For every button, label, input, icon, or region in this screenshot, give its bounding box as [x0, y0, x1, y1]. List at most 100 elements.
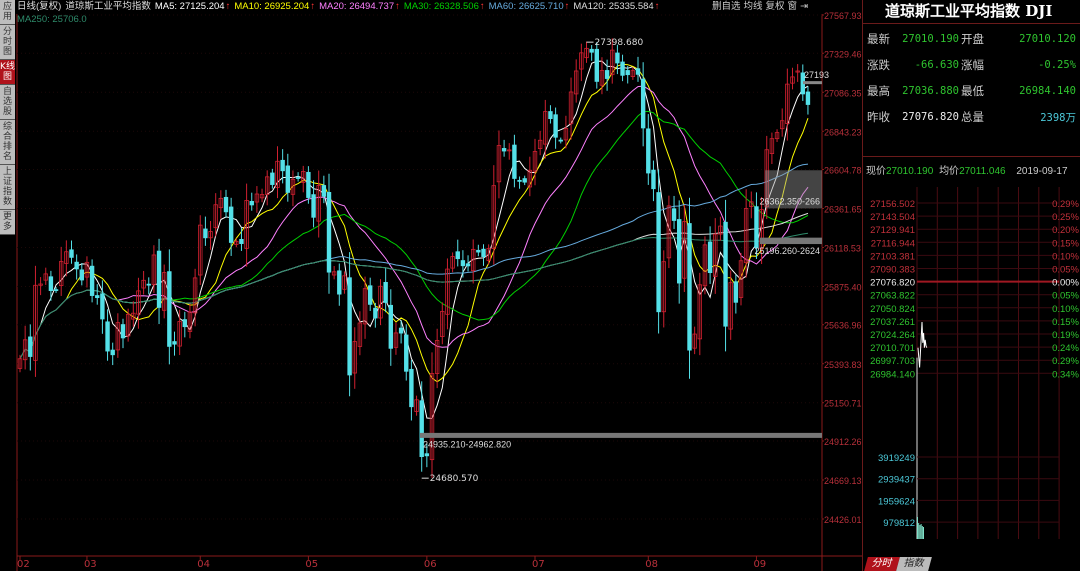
intraday-pct-label: 0.00% — [1052, 278, 1079, 289]
candle-down — [589, 48, 594, 53]
volume-bar — [920, 524, 922, 539]
candle-down — [604, 70, 610, 79]
candle-up — [125, 313, 131, 337]
candle-down — [615, 52, 620, 64]
sidebar-item-5[interactable]: 上证指数 — [0, 165, 15, 210]
candle-down — [398, 327, 404, 334]
candle-down — [635, 68, 641, 75]
candle-up — [630, 70, 636, 77]
candle-up — [774, 132, 780, 140]
candle-up — [115, 322, 121, 351]
candle-down — [805, 91, 811, 105]
sidebar: 应用 分时图 K线图 自选股 综合排名 上证指数 更多 — [0, 0, 16, 310]
quote-table: 最新 27010.190 开盘 27010.120 涨跌 -66.630 涨幅 -0.25% 最… — [863, 24, 1080, 157]
candle-up — [43, 273, 48, 281]
tool-button-3[interactable]: 窗 — [787, 1, 798, 12]
candle-down — [249, 200, 254, 206]
gap-label: 24935.210-24962.820 — [423, 439, 511, 449]
sidebar-item-1[interactable]: 分时图 — [0, 25, 15, 60]
x-tick-label: 02 — [17, 559, 30, 570]
tool-button-4[interactable]: ⇥ — [800, 1, 809, 12]
sidebar-item-4[interactable]: 综合排名 — [0, 120, 15, 165]
candle-down — [501, 148, 507, 152]
date: 2019-09-17 — [1016, 166, 1068, 177]
candle-up — [563, 128, 569, 141]
candle-up — [780, 120, 785, 130]
tool-button-2[interactable]: 复权 — [765, 1, 785, 12]
intraday-price-label: 27024.264 — [870, 330, 915, 341]
quote-label: 昨收 — [867, 110, 890, 124]
candle-down — [625, 70, 630, 76]
candle-up — [259, 194, 265, 199]
y-tick-label: 24426.01 — [824, 515, 862, 525]
y-tick-label: 27329.46 — [824, 49, 862, 59]
kline-chart[interactable]: 27567.93 27329.46 27086.35 26843.23 26604.78… — [0, 0, 862, 571]
candle-up — [429, 373, 435, 461]
candle-up — [275, 160, 280, 188]
candle-up — [579, 52, 584, 70]
quote-value: 27076.820 — [902, 111, 959, 123]
sidebar-item-6[interactable]: 更多 — [0, 210, 15, 235]
candle-down — [677, 219, 682, 284]
intraday-pct-label: 0.10% — [1052, 304, 1079, 315]
candle-down — [28, 336, 33, 357]
candle-up — [764, 149, 769, 208]
candle-down — [337, 270, 342, 295]
gap-zone — [420, 432, 822, 438]
intraday-pct-label: 0.34% — [1052, 369, 1079, 380]
sidebar-item-2[interactable]: K线图 — [0, 60, 15, 85]
candle-down — [548, 111, 553, 120]
candle-down — [321, 185, 327, 197]
intraday-price-label: 27116.944 — [871, 238, 915, 249]
sidebar-item-0[interactable]: 应用 — [0, 0, 15, 25]
quote-value: -0.25% — [1038, 59, 1076, 71]
volume-label: 979812 — [883, 518, 915, 529]
candle-down — [476, 249, 481, 253]
tab-intraday[interactable]: 分时 — [864, 557, 900, 571]
candle-down — [110, 349, 115, 356]
candle-up — [131, 312, 136, 320]
quote-label: 涨幅 — [961, 58, 984, 72]
candle-up — [584, 47, 589, 59]
sidebar-item-3[interactable]: 自选股 — [0, 85, 15, 120]
candle-down — [347, 277, 352, 376]
y-tick-label: 27086.35 — [824, 88, 862, 98]
tab-index[interactable]: 指数 — [896, 557, 932, 571]
candle-up — [161, 272, 167, 311]
intraday-chart[interactable]: 27156.502 0.29% 27143.504 0.25% 27129.941 0.2… — [863, 187, 1080, 547]
quote-label: 最低 — [961, 84, 984, 98]
candle-down — [522, 178, 527, 183]
candle-up — [749, 201, 754, 207]
candle-up — [769, 138, 775, 154]
ma-label-120: MA120: 25335.584 — [573, 1, 654, 12]
candle-down — [285, 165, 290, 193]
candle-up — [244, 200, 249, 249]
candle-up — [491, 185, 496, 249]
x-tick-label: 05 — [305, 559, 318, 570]
gap-label: 26362.350-266 — [759, 196, 820, 206]
candle-down — [223, 196, 229, 213]
intraday-pct-label: 0.05% — [1052, 265, 1079, 276]
low-annotation: 24680.570 — [430, 474, 479, 484]
quote-label: 最新 — [867, 32, 890, 46]
candle-up — [713, 233, 718, 277]
candle-down — [651, 169, 656, 190]
tool-button-1[interactable]: 均线 — [743, 1, 763, 12]
tool-button-0[interactable]: 删自选 — [712, 1, 741, 12]
y-tick-label: 25636.96 — [824, 321, 862, 331]
x-tick-label: 07 — [532, 559, 545, 570]
period-label[interactable]: 日线(复权) — [17, 1, 62, 12]
candle-down — [553, 114, 558, 138]
candle-up — [352, 341, 357, 374]
candle-down — [239, 239, 244, 244]
candle-up — [661, 261, 666, 313]
candle-down — [424, 453, 430, 457]
quote-value: -66.630 — [914, 59, 959, 71]
volume-bar — [917, 517, 918, 539]
candle-down — [733, 281, 739, 303]
x-tick-label: 04 — [197, 559, 210, 570]
y-tick-label: 25150.71 — [824, 399, 862, 409]
intraday-price-label: 27103.381 — [870, 251, 915, 262]
candle-up — [759, 209, 764, 249]
volume-bar — [921, 526, 923, 539]
